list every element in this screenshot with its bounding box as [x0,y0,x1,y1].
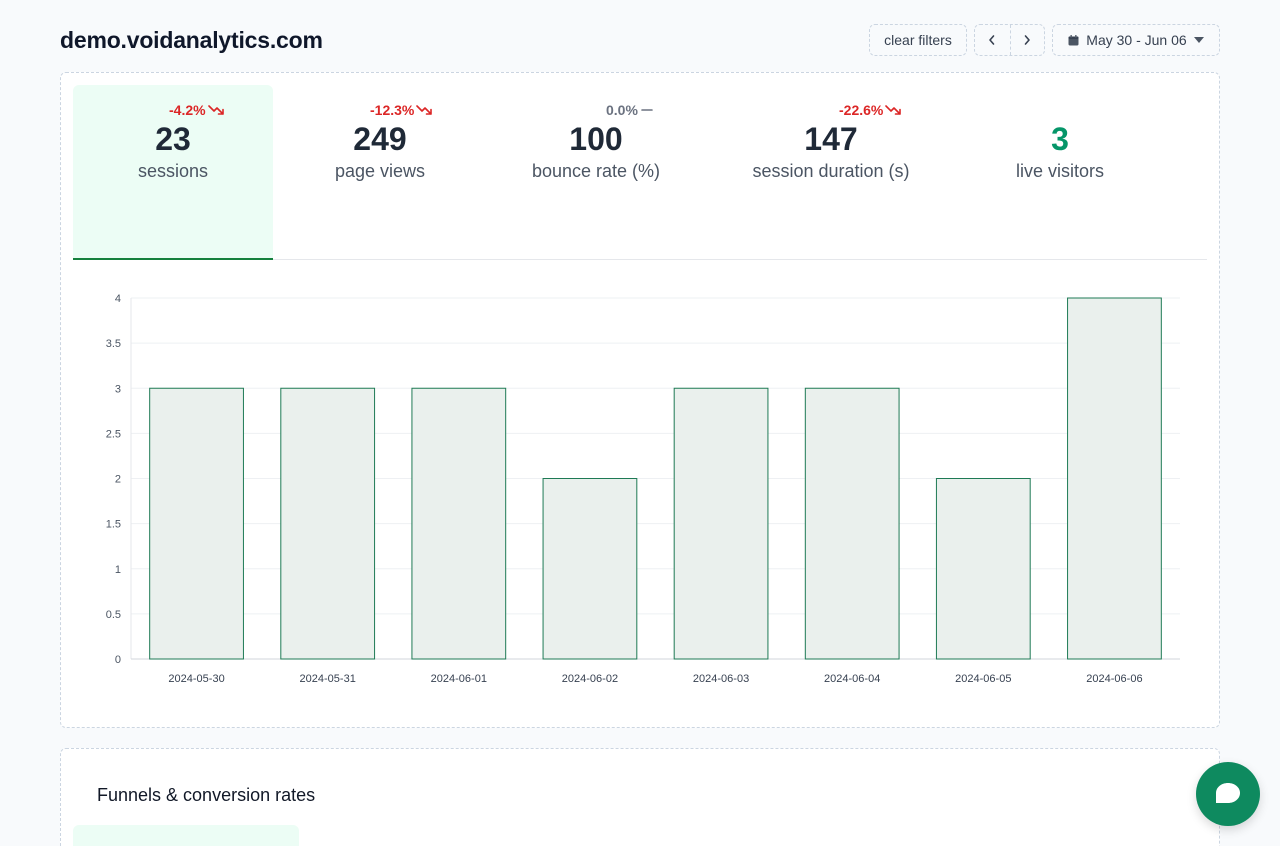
chart-x-tick-label: 2024-06-04 [824,673,880,685]
chart-y-tick-label: 0 [115,654,121,666]
stat-value: 3 [1051,121,1069,157]
chart-y-tick-label: 3.5 [106,338,121,350]
stat-page-views[interactable]: -12.3% 249 page views [287,85,473,260]
next-period-button[interactable] [1009,25,1045,55]
chart-x-tick-label: 2024-05-31 [300,673,356,685]
chart-bar [411,387,507,660]
chart-bar [804,387,900,660]
funnel-tab[interactable] [73,825,299,846]
stat-sessions[interactable]: -4.2% 23 sessions [73,85,273,260]
stat-label: sessions [137,161,209,181]
stat-session-duration[interactable]: -22.6% 147 session duration (s) [737,85,925,260]
chevron-left-icon [989,35,995,45]
date-range-label: May 30 - Jun 06 [1086,32,1187,48]
date-range-picker[interactable]: May 30 - Jun 06 [1052,24,1220,56]
stat-label: bounce rate (%) [531,161,661,181]
chart-bar [149,387,244,660]
chart-y-tick-label: 1.5 [106,519,121,531]
clear-filters-button[interactable]: clear filters [869,24,967,56]
chart-y-tick-label: 3 [115,383,121,395]
chart-bar [280,387,376,660]
chart-bar [542,478,638,660]
stat-value: 249 [353,121,407,157]
chart-y-tick-label: 2 [115,474,121,486]
prev-period-button[interactable] [975,25,1010,55]
stat-bounce-rate[interactable]: 0.0% 100 bounce rate (%) [503,85,689,260]
chart-y-tick-label: 0.5 [106,609,121,621]
stat-label: session duration (s) [752,161,910,181]
chart-x-tick-label: 2024-06-02 [562,673,618,685]
stat-value: 147 [804,121,858,157]
stat-value: 100 [569,121,623,157]
stat-label: live visitors [1015,161,1104,181]
stat-live-visitors[interactable]: 3 live visitors [967,85,1153,260]
site-title: demo.voidanalytics.com [60,27,323,53]
chart-x-tick-label: 2024-06-06 [1086,673,1142,685]
chart-bar [935,478,1031,660]
chart-x-tick-label: 2024-06-01 [431,673,487,685]
funnels-card: Funnels & conversion rates [60,748,1220,846]
chart-x-tick-label: 2024-06-05 [955,673,1011,685]
trend-flat-icon [641,109,653,111]
chart-bar [1067,297,1162,660]
stat-change: -12.3% [370,102,434,118]
calendar-icon [1068,34,1079,45]
chart-y-tick-label: 1 [115,564,121,576]
sessions-bar-chart: 0 0.5 1 1.5 2 2.5 3 3.5 4 2024-05-30 2024-05-31 202… [106,293,1180,685]
trend-down-icon [885,105,902,115]
caret-down-icon [1193,37,1204,43]
chart-x-tick-label: 2024-06-03 [693,673,749,685]
funnels-title: Funnels & conversion rates [97,785,316,805]
stat-change: -4.2% [169,102,226,118]
trend-down-icon [416,105,433,115]
chart-bar [673,387,769,660]
chevron-right-icon [1024,35,1031,45]
stat-change: -22.6% [839,102,903,118]
chat-bubble-icon [1216,783,1240,803]
overview-card: -4.2% 23 sessions -12.3% 249 page views … [60,72,1220,728]
stat-value: 23 [155,121,191,157]
chart-y-tick-label: 4 [115,293,121,305]
stats-row: -4.2% 23 sessions -12.3% 249 page views … [73,85,1207,260]
stat-change: 0.0% [606,102,654,118]
trend-down-icon [207,105,224,115]
chart-x-tick-label: 2024-05-30 [168,673,224,685]
chat-button[interactable] [1196,762,1260,826]
stat-label: page views [334,161,426,181]
date-nav-group [974,24,1045,56]
chart-y-tick-label: 2.5 [106,428,121,440]
